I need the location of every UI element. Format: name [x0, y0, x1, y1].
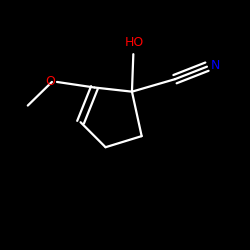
Text: HO: HO: [125, 36, 144, 49]
Text: O: O: [46, 76, 56, 88]
Text: N: N: [210, 59, 220, 72]
